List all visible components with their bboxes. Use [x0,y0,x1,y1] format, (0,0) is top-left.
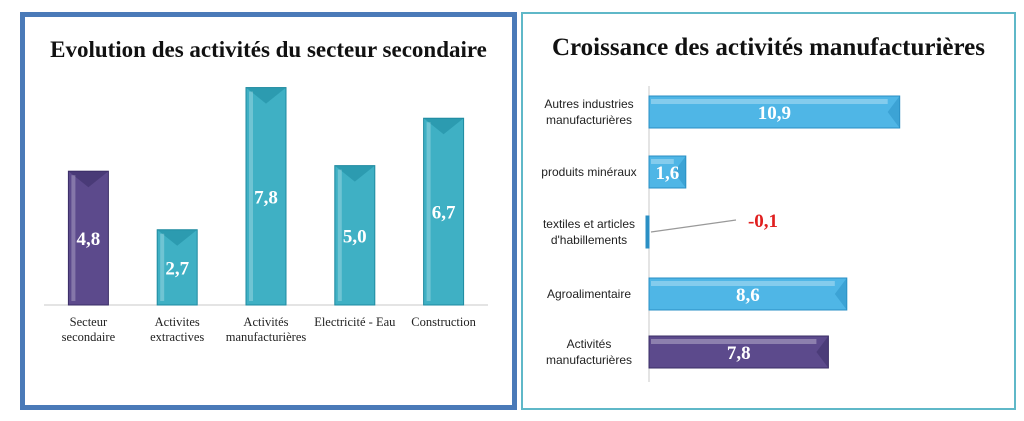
left-chart-title: Evolution des activités du secteur secon… [50,37,487,62]
left-category-label-2-1: manufacturières [226,330,307,344]
right-bar-value-2: -0,1 [748,211,778,232]
right-bar-shine-0 [651,99,888,104]
right-bar-cap-0 [887,96,900,128]
right-bar-value-3: 8,6 [736,285,760,306]
right-chart-title: Croissance des activités manufacturières [551,34,986,61]
right-category-label-1-0: produits minéraux [541,165,636,179]
left-bar-cap-1 [157,229,198,246]
left-bar-4 [423,117,465,306]
left-bar-value-3: 5,0 [343,226,367,247]
left-bar-cap-2 [246,87,286,104]
left-bar-shine-1 [160,233,165,301]
left-bar-value-0: 4,8 [77,229,101,250]
right-category-label-3-0: Agroalimentaire [547,287,631,301]
left-bar-shine-3 [337,169,342,301]
left-category-label-0-1: secondaire [62,330,116,344]
right-bar-cap-1 [673,156,686,188]
left-bar-value-2: 7,8 [254,187,278,208]
right-category-label-4-0: Activités [567,337,612,351]
right-bar-cap-3 [834,278,847,310]
right-bar-value-1: 1,6 [656,163,680,184]
right-category-label-2-0: textiles et articles [543,217,635,231]
left-bar-cap-0 [68,171,109,188]
right-bar-shine-3 [651,281,835,286]
right-category-label-4-1: manufacturières [546,353,632,367]
left-bar-value-1: 2,7 [165,258,189,279]
left-bar-0 [67,170,109,306]
left-bar-3 [334,165,376,306]
right-bar-3 [648,277,848,311]
right-category-label-0-1: manufacturières [546,113,632,127]
right-bar-value-4: 7,8 [727,343,751,364]
right-bar-cap-4 [816,336,829,368]
right-bar-value-0: 10,9 [758,103,791,124]
left-category-label-2-0: Activités [243,315,288,329]
right-bar-shine-4 [651,339,817,344]
left-category-label-1-1: extractives [150,330,204,344]
right-category-label-2-1: d'habillements [551,233,627,247]
left-category-label-1-0: Activites [155,315,200,329]
left-bar-cap-4 [423,118,464,135]
right-bar-4 [648,335,829,369]
left-bar-shine-4 [426,122,431,301]
left-category-label-0-0: Secteur [70,315,108,329]
right-bar-2 [645,215,650,249]
right-bar-shine-1 [651,159,674,164]
left-category-label-3-0: Electricité - Eau [314,315,396,329]
right-leader-line-2 [650,219,737,233]
left-bar-shine-2 [249,91,253,301]
right-category-label-0-0: Autres industries [544,97,633,111]
left-category-label-4-0: Construction [411,315,476,329]
left-bar-cap-3 [334,165,375,182]
left-bar-value-4: 6,7 [432,203,456,224]
left-bar-shine-0 [71,175,76,301]
